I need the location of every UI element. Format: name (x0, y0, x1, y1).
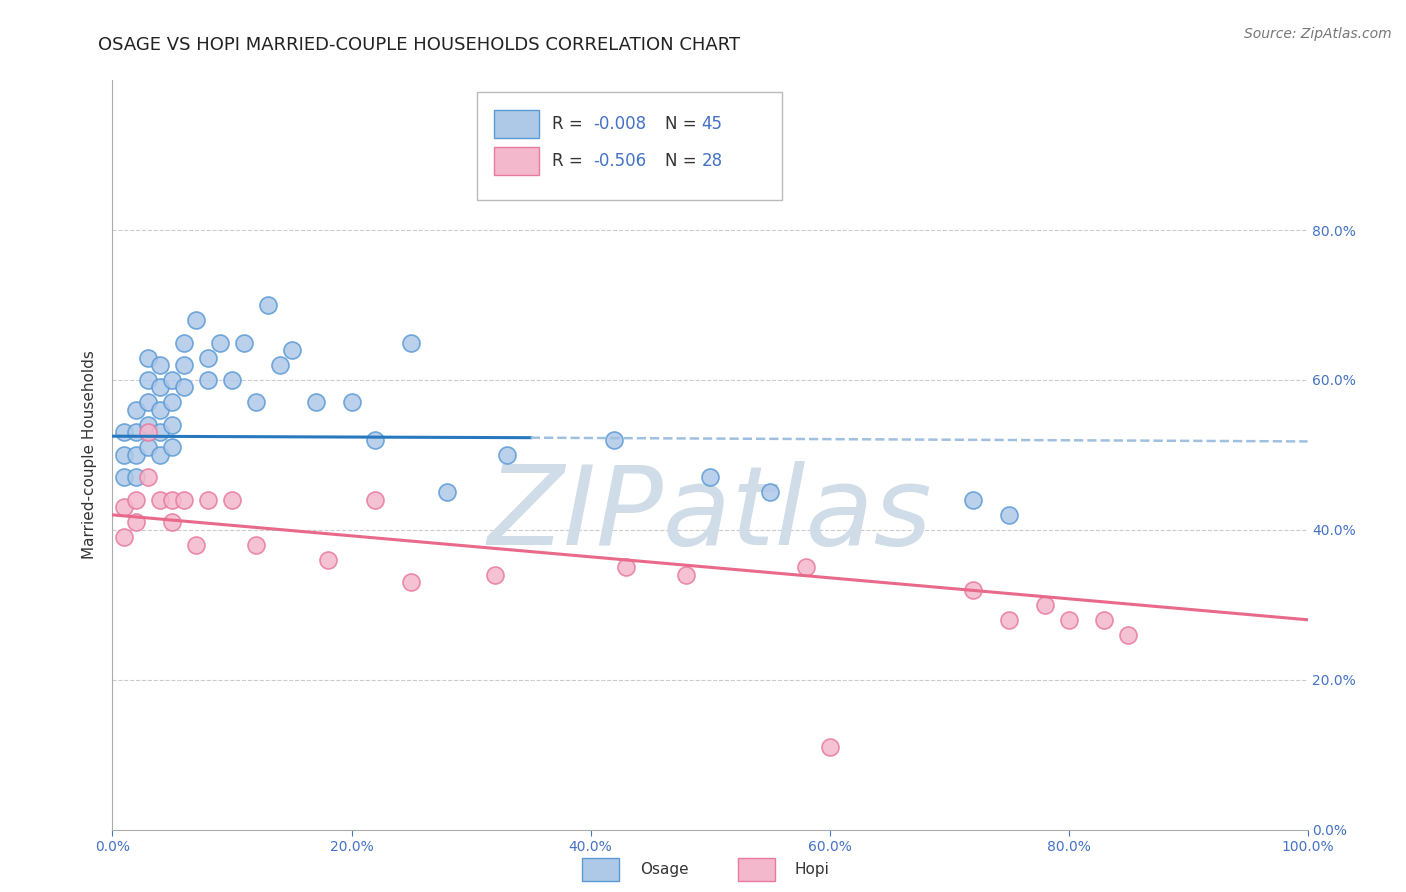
Point (138, 425, 160, 440)
Point (209, 335, 232, 350)
Point (125, 448, 148, 462)
Point (138, 470, 160, 484)
Point (794, 560, 817, 574)
Point (138, 417, 160, 432)
Point (149, 380, 172, 394)
Point (138, 441, 160, 455)
Point (138, 373, 160, 387)
Point (173, 358, 195, 372)
Point (114, 425, 135, 440)
Point (257, 298, 280, 312)
Y-axis label: Married-couple Households: Married-couple Households (82, 351, 97, 559)
Point (125, 492, 148, 507)
Text: R =: R = (553, 115, 588, 133)
Point (186, 538, 208, 552)
Text: -0.506: -0.506 (593, 153, 645, 170)
Point (281, 343, 304, 357)
Point (138, 395, 160, 409)
Point (221, 492, 243, 507)
Point (316, 553, 339, 567)
Point (1057, 613, 1080, 627)
Point (818, 740, 841, 755)
Point (699, 470, 721, 484)
Point (114, 448, 135, 462)
FancyBboxPatch shape (477, 92, 782, 200)
Point (1118, 628, 1140, 642)
Point (162, 395, 183, 409)
Point (496, 448, 519, 462)
Point (114, 500, 135, 515)
Point (1094, 613, 1116, 627)
Point (138, 351, 160, 365)
Point (149, 448, 172, 462)
Point (162, 373, 183, 387)
Text: Source: ZipAtlas.com: Source: ZipAtlas.com (1244, 27, 1392, 41)
Point (197, 351, 219, 365)
Point (998, 613, 1021, 627)
Text: OSAGE VS HOPI MARRIED-COUPLE HOUSEHOLDS CORRELATION CHART: OSAGE VS HOPI MARRIED-COUPLE HOUSEHOLDS … (98, 36, 741, 54)
Point (125, 403, 148, 417)
Point (173, 335, 195, 350)
Point (114, 530, 135, 544)
Text: 28: 28 (702, 153, 723, 170)
Point (340, 395, 363, 409)
Point (197, 492, 219, 507)
Point (149, 358, 172, 372)
Point (233, 335, 256, 350)
Point (114, 470, 135, 484)
Point (197, 373, 219, 387)
Point (162, 417, 183, 432)
Point (149, 403, 172, 417)
Point (125, 425, 148, 440)
Text: R =: R = (553, 153, 588, 170)
Text: Osage: Osage (640, 863, 689, 877)
Point (125, 470, 148, 484)
Point (616, 560, 638, 574)
Point (1033, 598, 1056, 612)
Point (759, 485, 782, 500)
Point (364, 433, 387, 447)
Point (186, 313, 208, 327)
Point (436, 485, 458, 500)
Point (221, 373, 243, 387)
Point (149, 425, 172, 440)
Point (245, 538, 267, 552)
Point (962, 492, 984, 507)
Point (675, 567, 697, 582)
FancyBboxPatch shape (494, 110, 538, 138)
FancyBboxPatch shape (494, 147, 538, 176)
Point (364, 492, 387, 507)
Text: N =: N = (665, 115, 702, 133)
Point (149, 492, 172, 507)
Text: 45: 45 (702, 115, 723, 133)
Point (962, 582, 984, 597)
Text: ZIPatlas: ZIPatlas (488, 461, 932, 568)
Point (998, 508, 1021, 522)
Point (173, 380, 195, 394)
Point (162, 441, 183, 455)
Point (173, 492, 195, 507)
Point (125, 516, 148, 530)
Point (245, 395, 267, 409)
Point (305, 395, 328, 409)
Point (162, 516, 183, 530)
Point (603, 433, 626, 447)
Text: Hopi: Hopi (794, 863, 830, 877)
Point (162, 492, 183, 507)
Text: -0.008: -0.008 (593, 115, 645, 133)
Point (401, 575, 423, 590)
Point (401, 335, 423, 350)
Point (269, 358, 291, 372)
Point (484, 567, 506, 582)
Text: N =: N = (665, 153, 702, 170)
